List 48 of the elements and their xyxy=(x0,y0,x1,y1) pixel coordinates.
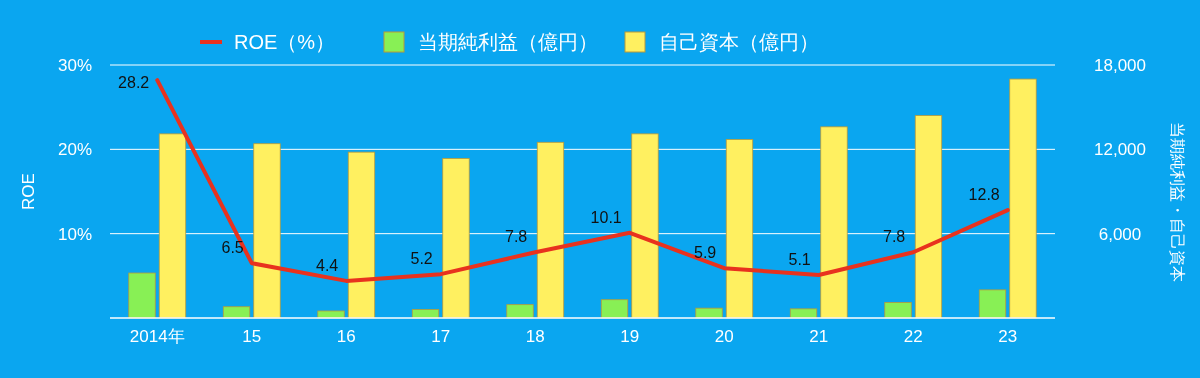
x-tick-label: 18 xyxy=(525,327,545,346)
x-tick-label: 23 xyxy=(998,327,1018,346)
legend-label: ROE（%） xyxy=(234,31,336,53)
bar xyxy=(725,139,754,319)
x-tick-label: 15 xyxy=(242,327,262,346)
bar xyxy=(442,158,470,319)
bar xyxy=(128,272,156,319)
data-label: 6.5 xyxy=(221,239,244,257)
bar xyxy=(820,126,848,319)
y-tick-label: 20% xyxy=(57,140,92,160)
bar xyxy=(789,308,818,319)
y2-tick-label: 18,000 xyxy=(1094,56,1146,75)
bar xyxy=(914,115,943,319)
x-tick-label: 20 xyxy=(714,327,734,346)
bar xyxy=(222,306,251,319)
bar xyxy=(317,310,345,319)
x-tick-label: 17 xyxy=(431,327,451,346)
y-axis-title: ROE xyxy=(19,173,38,210)
x-tick-label: 2014年 xyxy=(129,327,185,346)
data-label: 28.2 xyxy=(118,74,150,92)
y2-axis-title: 当期純利益・自己資本 xyxy=(1169,121,1186,282)
bar xyxy=(1009,78,1037,319)
data-label: 5.1 xyxy=(788,250,811,268)
legend-label: 自己資本（億円） xyxy=(659,31,819,53)
x-tick-label: 22 xyxy=(903,327,923,346)
data-label: 10.1 xyxy=(590,208,622,226)
bar xyxy=(158,133,187,319)
data-label: 4.4 xyxy=(316,256,339,274)
line-series xyxy=(155,78,1010,283)
y-tick-label: 10% xyxy=(57,224,92,244)
y2-tick-label: 6,000 xyxy=(1098,224,1142,244)
bar xyxy=(347,151,376,319)
x-tick-label: 16 xyxy=(336,327,356,346)
bar xyxy=(978,289,1007,319)
bar xyxy=(253,143,281,319)
y2-tick-label: 12,000 xyxy=(1094,140,1146,160)
legend-label: 当期純利益（億円） xyxy=(418,31,598,53)
x-tick-label: 21 xyxy=(809,327,829,346)
y-tick-label: 30% xyxy=(57,56,92,75)
bar xyxy=(631,133,659,319)
data-label: 5.9 xyxy=(694,244,717,262)
bar xyxy=(600,299,629,319)
data-label: 5.2 xyxy=(410,250,433,268)
data-label: 12.8 xyxy=(968,186,1000,204)
bar xyxy=(536,141,565,319)
bar xyxy=(506,304,534,319)
x-tick-label: 19 xyxy=(620,327,640,346)
bar xyxy=(884,302,912,319)
